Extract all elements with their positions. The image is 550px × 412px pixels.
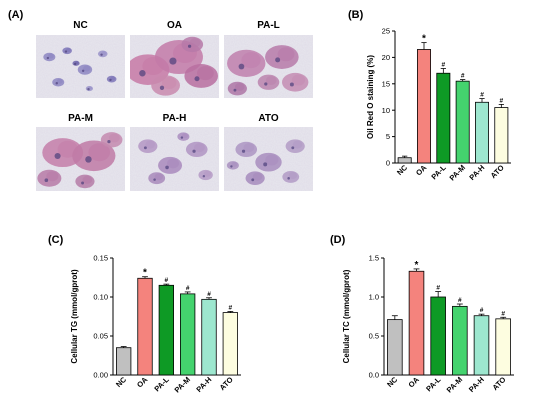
panel-a: (A) NC OA PA-L PA-M PA-H ATO xyxy=(8,9,313,191)
micrograph-label: PA-M xyxy=(68,113,93,124)
panel-label: (B) xyxy=(348,9,364,21)
y-tick-label: 0.10 xyxy=(93,293,108,302)
x-tick-label: PA-M xyxy=(445,375,465,395)
chart-b: (B) 0 5 10 15 20 25 Oil Red O staining (%) NC * OA… xyxy=(348,9,511,183)
micrograph-image xyxy=(36,127,125,191)
bar-ato xyxy=(494,107,509,164)
significance-mark: * xyxy=(415,260,419,271)
bar-pa-m xyxy=(455,80,470,164)
x-tick-label: NC xyxy=(114,375,128,389)
bar-pa-h xyxy=(475,101,489,164)
x-tick-label: NC xyxy=(395,163,409,177)
micrograph-label: PA-L xyxy=(257,20,280,31)
y-tick-label: 0.5 xyxy=(369,332,379,341)
x-tick-label: ATO xyxy=(489,163,506,180)
panel-label: (D) xyxy=(330,234,346,246)
bar-pa-l xyxy=(158,284,174,376)
y-tick-label: 15 xyxy=(382,79,390,88)
y-tick-label: 1.0 xyxy=(369,293,379,302)
y-axis-label: Cellular TG (mmol/gprot) xyxy=(70,269,79,364)
significance-mark: # xyxy=(480,307,484,314)
x-tick-label: OA xyxy=(407,375,422,390)
bar-pa-h xyxy=(201,298,217,376)
bar-pa-m xyxy=(452,305,468,376)
x-tick-label: PA-H xyxy=(467,375,486,394)
micrograph-label: NC xyxy=(73,20,87,31)
micrograph-image xyxy=(130,35,219,98)
bar-pa-h xyxy=(473,315,490,376)
y-tick-label: 0.0 xyxy=(369,371,379,380)
significance-mark: # xyxy=(207,291,211,298)
micrograph-label: ATO xyxy=(258,113,278,124)
bar-oa xyxy=(137,277,153,376)
x-tick-label: OA xyxy=(414,163,429,178)
y-tick-label: 0.15 xyxy=(93,254,108,263)
micrograph-pa-h: PA-H xyxy=(130,113,219,191)
significance-mark: * xyxy=(143,268,147,279)
micrograph-label: PA-H xyxy=(163,113,187,124)
x-tick-label: OA xyxy=(135,375,150,390)
significance-mark: # xyxy=(186,285,190,292)
bar-nc xyxy=(387,319,403,376)
bar-oa xyxy=(408,270,425,376)
micrograph-image xyxy=(224,35,313,98)
panel-label: (C) xyxy=(48,234,64,246)
bar-ato xyxy=(495,318,511,376)
bar-oa xyxy=(417,49,431,164)
chart-panels: (B) 0 5 10 15 20 25 Oil Red O staining (%) NC * OA… xyxy=(48,9,514,395)
y-tick-label: 20 xyxy=(382,53,390,62)
y-axis-label: Oil Red O staining (%) xyxy=(366,55,375,139)
significance-mark: # xyxy=(501,310,505,317)
significance-mark: # xyxy=(458,297,462,304)
x-tick-label: PA-H xyxy=(467,163,486,182)
y-tick-label: 5 xyxy=(386,132,390,141)
significance-mark: # xyxy=(461,73,465,80)
y-axis-label: Cellular TC (mmol/gprot) xyxy=(342,269,351,363)
x-tick-label: PA-M xyxy=(173,375,193,395)
micrograph-pa-l: PA-L xyxy=(224,20,313,98)
y-tick-label: 1.5 xyxy=(369,254,379,263)
y-tick-label: 0 xyxy=(386,159,390,168)
x-tick-label: ATO xyxy=(218,375,235,392)
micrograph-oa: OA xyxy=(130,20,219,98)
x-tick-label: PA-M xyxy=(448,163,468,183)
x-tick-label: PA-L xyxy=(429,163,448,182)
micrograph-pa-m: PA-M xyxy=(36,113,125,191)
micrograph-image xyxy=(224,127,313,191)
x-tick-label: PA-H xyxy=(194,375,213,394)
micrograph-image xyxy=(36,35,125,98)
y-tick-label: 25 xyxy=(382,27,390,36)
significance-mark: # xyxy=(229,304,233,311)
chart-d: (D) 0.0 0.5 1.0 1.5 Cellular TC (mmol/gprot) N… xyxy=(330,234,514,395)
micrograph-image xyxy=(130,127,219,191)
significance-mark: # xyxy=(165,277,169,284)
chart-c: (C) 0.00 0.05 0.10 0.15 Cellular TG (mmol/gpr… xyxy=(48,234,241,395)
significance-mark: # xyxy=(500,97,504,104)
x-tick-label: PA-L xyxy=(152,375,171,394)
micrograph-nc: NC xyxy=(36,20,125,98)
significance-mark: # xyxy=(442,61,446,68)
significance-mark: # xyxy=(480,92,484,99)
x-tick-label: NC xyxy=(385,375,399,389)
y-tick-label: 10 xyxy=(382,106,390,115)
x-tick-label: PA-L xyxy=(424,375,443,394)
significance-mark: # xyxy=(436,285,440,292)
panel-a-label: (A) xyxy=(8,9,24,21)
y-tick-label: 0.00 xyxy=(93,371,108,380)
micrograph-ato: ATO xyxy=(224,113,313,191)
bar-pa-m xyxy=(180,293,196,376)
micrograph-label: OA xyxy=(167,20,182,31)
bar-pa-l xyxy=(436,72,451,164)
significance-mark: * xyxy=(422,34,426,45)
bar-nc xyxy=(116,347,132,376)
x-tick-label: ATO xyxy=(491,375,508,392)
y-tick-label: 0.05 xyxy=(93,332,108,341)
bar-ato xyxy=(222,312,238,376)
micrograph-grid: NC OA PA-L PA-M PA-H ATO xyxy=(36,20,313,191)
bar-nc xyxy=(397,157,412,164)
bar-pa-l xyxy=(430,296,446,376)
